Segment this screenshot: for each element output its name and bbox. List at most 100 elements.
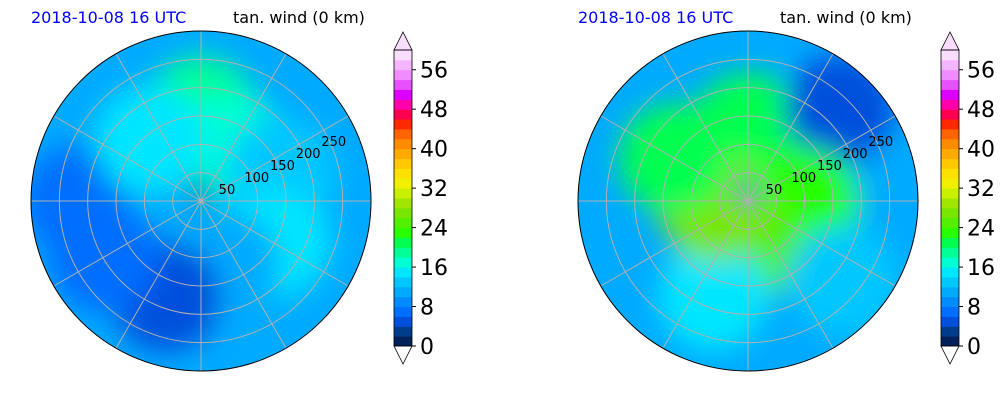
colorbar-segment (941, 79, 959, 90)
chart-panel-right: 2018-10-08 16 UTC tan. wind (0 km) 50 100… (547, 0, 1007, 401)
colorbar-segment (394, 257, 412, 268)
colorbar-segment (394, 109, 412, 120)
colorbar-segment (941, 138, 959, 150)
colorbar-tick-label: 56 (967, 59, 995, 84)
colorbar-segment (941, 286, 959, 298)
colorbar-segment (394, 148, 412, 160)
colorbar-segment (941, 326, 959, 337)
azimuth-line (747, 200, 896, 287)
colorbar-segment (394, 99, 412, 110)
azimuth-line (53, 115, 202, 202)
colorbar-segment (941, 69, 959, 81)
azimuth-line (747, 115, 896, 202)
colorbar-segment (394, 188, 412, 199)
colorbar-segment (941, 296, 959, 308)
colorbar-tick-label: 40 (420, 138, 448, 163)
colorbar-segment (394, 247, 412, 258)
colorbar-segment (941, 267, 959, 278)
colorbar-segment (941, 158, 959, 169)
azimuth-line (662, 200, 749, 349)
radial-tick-label: 50 (766, 183, 783, 198)
azimuth-line (115, 53, 202, 202)
colorbar-segment (394, 286, 412, 298)
colorbar-segment (941, 306, 959, 317)
colorbar-tick-label: 48 (967, 98, 995, 123)
colorbar-segment (394, 306, 412, 317)
azimuth-line (600, 115, 749, 202)
colorbar-segment (394, 69, 412, 81)
colorbar-segment (941, 247, 959, 258)
azimuth-line (747, 53, 834, 202)
colorbar-segment (941, 227, 959, 238)
colorbar-segment (394, 207, 412, 219)
radial-tick-label: 150 (817, 159, 842, 174)
colorbar-segment (941, 128, 959, 140)
azimuth-line (600, 200, 749, 287)
field-region (658, 241, 769, 352)
radial-tick-label: 100 (244, 171, 269, 186)
colorbar-frame (940, 49, 960, 347)
colorbar-extend-min (393, 345, 413, 365)
colorbar-segment (394, 178, 412, 189)
colorbar-segment (941, 89, 959, 100)
radial-tick-label: 200 (843, 147, 868, 162)
colorbar-segment (394, 119, 412, 130)
azimuth-line (115, 200, 202, 349)
colorbar-segment (394, 336, 412, 347)
colorbar-segment (394, 79, 412, 90)
colorbar-segment (941, 99, 959, 110)
colorbar-segment (394, 198, 412, 209)
colorbar-tick-label: 56 (420, 59, 448, 84)
colorbar-tick-label: 24 (420, 217, 448, 242)
colorbar-segment (941, 109, 959, 120)
colorbar: 0 8 16 24 32 40 48 56 (393, 31, 448, 365)
colorbar-extend-max (393, 31, 413, 51)
colorbar-segment (941, 168, 959, 179)
colorbar-tick-label: 8 (420, 296, 434, 321)
colorbar-segment (394, 316, 412, 327)
colorbar-segment (394, 267, 412, 278)
polar-grid (31, 31, 371, 371)
colorbar-segment (394, 138, 412, 150)
radial-tick-label: 250 (321, 135, 346, 150)
colorbar-segment (941, 178, 959, 189)
colorbar-extend-min (940, 345, 960, 365)
colorbar-segment (394, 217, 412, 229)
azimuth-line (200, 53, 287, 202)
colorbar-segment (394, 50, 412, 61)
colorbar-tick-label: 32 (967, 177, 995, 202)
colorbar-segment (941, 237, 959, 248)
colorbar-segment (941, 119, 959, 130)
field-region (785, 53, 896, 164)
colorbar-segment (941, 198, 959, 209)
colorbar-tick-label: 0 (967, 335, 981, 360)
colorbar-segment (941, 59, 959, 71)
colorbar-segment (941, 188, 959, 199)
radial-tick-label: 150 (270, 159, 295, 174)
radial-tick-label: 200 (296, 147, 321, 162)
azimuth-line (200, 200, 287, 349)
colorbar-tick-label: 40 (967, 138, 995, 163)
colorbar-segment (941, 148, 959, 160)
colorbar-segment (394, 227, 412, 238)
colorbar-segment (941, 217, 959, 229)
azimuth-line (662, 53, 749, 202)
colorbar-segment (394, 89, 412, 100)
date-title: 2018-10-08 16 UTC (31, 8, 187, 27)
colorbar-segment (394, 326, 412, 337)
colorbar-tick-label: 0 (420, 335, 434, 360)
plot-border (30, 30, 372, 372)
colorbar-tick-label: 16 (420, 256, 448, 281)
colorbar-tick-label: 24 (967, 217, 995, 242)
colorbar-segment (394, 158, 412, 169)
colorbar: 0 8 16 24 32 40 48 56 (940, 31, 995, 365)
polar-grid (578, 31, 918, 371)
colorbar-tick-label: 8 (967, 296, 981, 321)
colorbar-frame (393, 49, 413, 347)
colorbar-segment (941, 276, 959, 288)
colorbar-tick-label: 16 (967, 256, 995, 281)
plot-border (577, 30, 919, 372)
variable-title: tan. wind (0 km) (780, 8, 912, 27)
azimuth-line (53, 200, 202, 287)
